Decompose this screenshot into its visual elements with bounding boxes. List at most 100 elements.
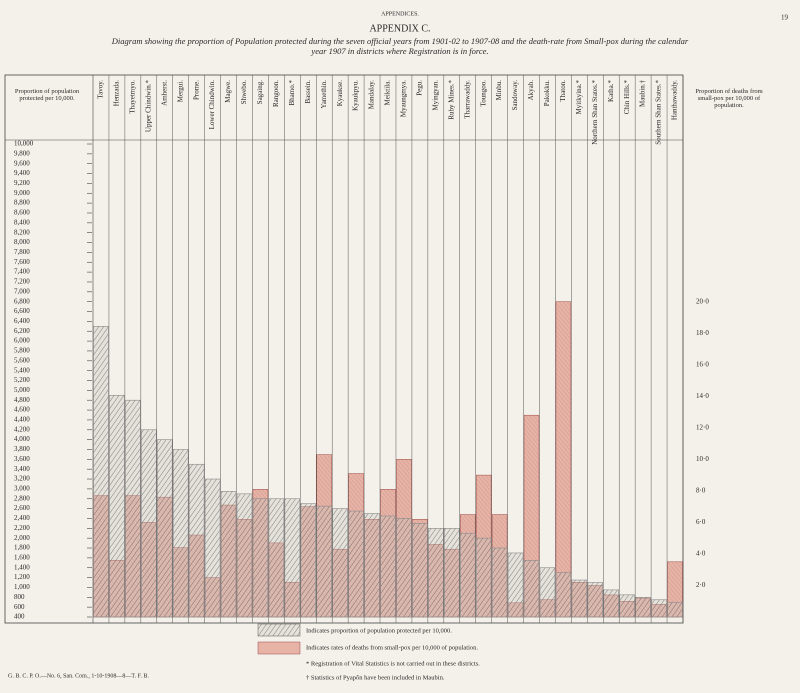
y-tick-label: 7,400 xyxy=(14,268,30,276)
protection-bar xyxy=(555,572,572,618)
y-tick-label: 3,400 xyxy=(14,465,30,473)
ylabel-box: Proportion of population protected per 1… xyxy=(14,88,80,102)
y-tick-label: 3,000 xyxy=(14,485,30,493)
x-tick-label: Hanthawaddy. xyxy=(671,80,679,120)
y-tick-label: 1,400 xyxy=(14,563,30,571)
x-tick-label: Mandalay. xyxy=(368,80,376,110)
protection-bar xyxy=(188,463,205,618)
y-tick-label: 3,200 xyxy=(14,475,30,483)
x-tick-label: Myaungmya. xyxy=(400,80,408,117)
x-tick-label: Magwe. xyxy=(224,80,232,103)
x-tick-label: Sandoway. xyxy=(511,80,519,111)
protection-bar xyxy=(667,601,683,618)
y-tick-label: 8,800 xyxy=(14,199,30,207)
section-label: APPENDICES. xyxy=(381,11,419,17)
protection-bar xyxy=(156,439,173,618)
protection-bar xyxy=(523,560,540,618)
y-tick-label: 2,400 xyxy=(14,514,30,522)
x-tick-label: Southern Shan States.* xyxy=(655,80,663,145)
y2-tick-label: 4·0 xyxy=(696,550,706,558)
x-tick-label: Pakokku. xyxy=(543,80,551,107)
y-tick-label: 2,600 xyxy=(14,504,30,512)
protection-bar xyxy=(316,505,332,618)
x-tick-label: Kyaukse. xyxy=(336,80,344,106)
x-tick-label: Tavoy. xyxy=(97,80,105,99)
protection-bar xyxy=(109,394,125,618)
y2label-box: Proportion of deaths from small-pox per … xyxy=(695,88,763,109)
y-tick-label: 9,000 xyxy=(14,189,30,197)
protection-bar xyxy=(220,491,237,618)
y-tick-label: 5,200 xyxy=(14,376,30,384)
x-tick-label: Bhamo.* xyxy=(288,80,296,106)
x-tick-label: Northern Shan States.* xyxy=(591,80,599,145)
protection-bar xyxy=(380,515,396,618)
footnote: † Statistics of Pyapôn have been include… xyxy=(306,674,445,681)
y-tick-label: 1,600 xyxy=(14,553,30,561)
y-tick-label: 5,800 xyxy=(14,347,30,355)
y-tick-label: 2,000 xyxy=(14,534,30,542)
y-tick-label: 10,000 xyxy=(14,140,34,148)
y-tick-label: 7,600 xyxy=(14,258,30,266)
y-tick-label: 3,800 xyxy=(14,445,30,453)
y-tick-label: 5,600 xyxy=(14,356,30,364)
legend-swatch xyxy=(257,623,301,637)
y2-tick-label: 20·0 xyxy=(696,297,709,305)
y-tick-label: 9,800 xyxy=(14,149,30,157)
protection-bar xyxy=(539,567,556,618)
protection-bar xyxy=(93,326,109,618)
protection-bar xyxy=(284,498,301,618)
x-tick-label: Chin Hills.* xyxy=(623,80,631,115)
protection-bar xyxy=(459,532,476,618)
x-tick-label: Shwebo. xyxy=(240,80,248,105)
legend-entry: Indicates rates of deaths from small-pox… xyxy=(306,644,478,651)
y-tick-label: 6,000 xyxy=(14,337,30,345)
y-tick-label: 9,600 xyxy=(14,159,30,167)
protection-bar xyxy=(300,503,317,618)
protection-bar xyxy=(364,513,380,618)
y-tick-label: 5,000 xyxy=(14,386,30,394)
protection-bar xyxy=(603,589,620,618)
y-tick-label: 1,800 xyxy=(14,544,30,552)
x-tick-label: Myingyan. xyxy=(431,80,439,111)
x-tick-label: Prome. xyxy=(192,80,200,100)
y-tick-label: 9,400 xyxy=(14,169,30,177)
protection-bar xyxy=(332,508,348,618)
protection-bar xyxy=(348,510,364,618)
y-axis-label: Proportion of population protected per 1… xyxy=(14,88,80,102)
appendix-title: APPENDIX C. xyxy=(369,23,430,34)
y-tick-label: 9,200 xyxy=(14,179,30,187)
y-tick-label: 7,800 xyxy=(14,248,30,256)
y-tick-label: 7,200 xyxy=(14,278,30,286)
y-tick-label: 4,200 xyxy=(14,425,30,433)
x-tick-label: Lower Chindwin. xyxy=(208,80,216,130)
x-tick-label: Minbu. xyxy=(495,80,503,101)
y-tick-label: 4,000 xyxy=(14,435,30,443)
x-tick-label: Myitkyina.* xyxy=(575,80,583,115)
y2-tick-label: 8·0 xyxy=(696,486,706,494)
protection-bar xyxy=(635,596,651,618)
x-tick-label: Akyab. xyxy=(527,80,535,101)
y2-tick-label: 12·0 xyxy=(696,423,709,431)
y-tick-label: 2,200 xyxy=(14,524,30,532)
protection-bar xyxy=(571,579,588,618)
y-tick-label: 1,200 xyxy=(14,573,30,581)
protection-bar xyxy=(412,523,428,618)
protection-bar xyxy=(172,449,189,618)
x-tick-label: Katha.* xyxy=(607,80,615,102)
x-tick-label: Sagaing. xyxy=(256,80,264,105)
y2-axis-label: Proportion of deaths from small-pox per … xyxy=(695,88,763,109)
y-tick-label: 4,600 xyxy=(14,406,30,414)
x-tick-label: Kyaukpyu. xyxy=(352,80,360,111)
x-tick-label: Rangoon. xyxy=(272,80,280,107)
x-tick-label: Bassein. xyxy=(304,80,312,104)
x-tick-label: Henzada. xyxy=(113,80,121,106)
x-tick-label: Amherst. xyxy=(160,80,168,106)
x-tick-label: Ruby Mines.* xyxy=(447,80,455,120)
y-tick-label: 800 xyxy=(14,593,25,601)
x-tick-label: Pegu. xyxy=(416,80,424,96)
legend-entry: Indicates proportion of population prote… xyxy=(306,627,452,634)
y2-tick-label: 2·0 xyxy=(696,581,706,589)
y2-tick-label: 6·0 xyxy=(696,518,706,526)
y-tick-label: 6,800 xyxy=(14,297,30,305)
y-tick-label: 2,800 xyxy=(14,494,30,502)
